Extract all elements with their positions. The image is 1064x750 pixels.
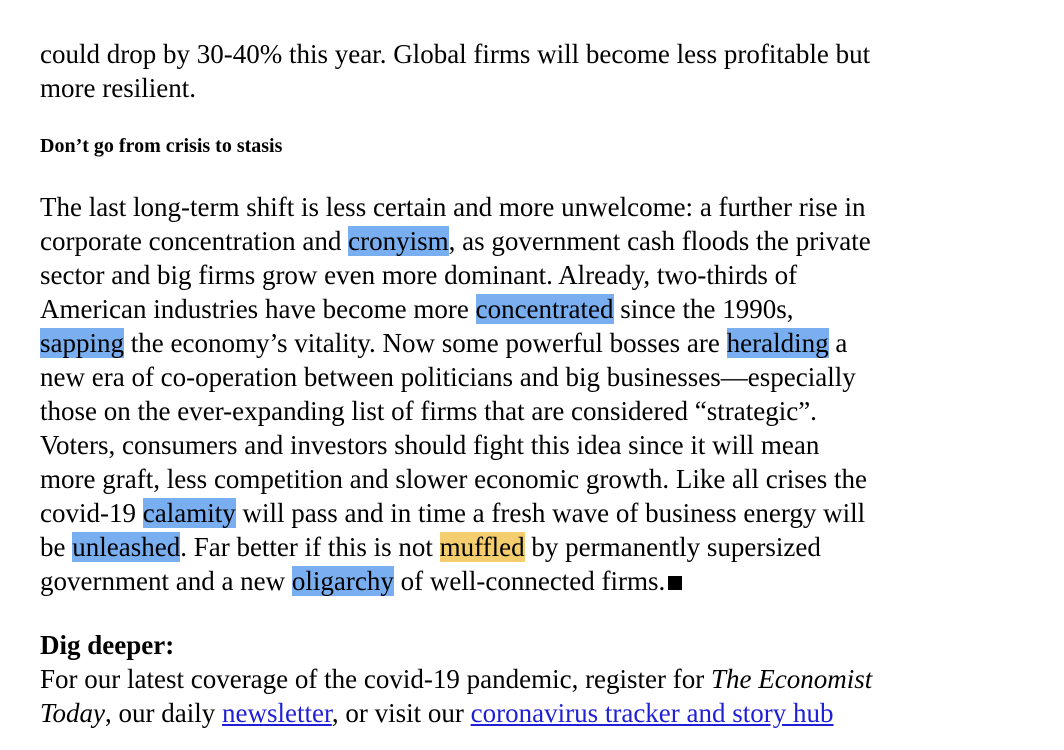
text-segment: , as government cash floods the private [448,226,871,256]
text-segment: sector and big firms grow even more domi… [40,260,798,290]
highlighted-word-unleashed[interactable]: unleashed [72,532,181,562]
text-segment: the economy’s vitality. Now some powerfu… [124,328,727,358]
text-segment: since the 1990s, [613,294,794,324]
text-segment: of well-connected firms. [393,566,666,596]
text-segment: , or visit our [331,698,471,728]
text-line: American industries have become more con… [40,292,871,326]
highlighted-word-muffled[interactable]: muffled [439,532,525,562]
highlighted-word-calamity[interactable]: calamity [142,498,236,528]
text-segment: . Far better if this is not [180,532,440,562]
end-of-article-mark [668,576,683,590]
text-segment: will pass and in time a fresh wave of bu… [235,498,866,528]
text-segment: a [828,328,848,358]
text-line: could drop by 30-40% this year. Global f… [40,39,871,69]
highlighted-word-cronyism[interactable]: cronyism [348,226,449,256]
newsletter-link[interactable]: newsletter [222,698,332,728]
dig-deeper-heading: Dig deeper: [40,630,175,660]
text-segment: be [40,532,73,562]
text-line: covid-19 calamity will pass and in time … [40,496,871,530]
coronavirus-tracker-link[interactable]: coronavirus tracker and story hub [470,698,834,728]
text-line: Today, our daily newsletter, or visit ou… [40,696,872,730]
text-segment: For our latest coverage of the covid-19 … [40,664,712,694]
text-segment: those on the ever-expanding list of firm… [40,396,817,426]
text-segment: more graft, less competition and slower … [40,464,868,494]
dig-deeper-paragraph: For our latest coverage of the covid-19 … [40,662,872,730]
text-line: more graft, less competition and slower … [40,462,871,496]
text-line: Voters, consumers and investors should f… [40,428,871,462]
highlighted-word-heralding[interactable]: heralding [726,328,829,358]
text-line: corporate concentration and cronyism, as… [40,224,871,258]
body-paragraph: The last long-term shift is less certain… [40,190,871,598]
text-segment: government and a new [40,566,292,596]
text-segment: new era of co-operation between politici… [40,362,856,392]
text-segment: covid-19 [40,498,143,528]
text-line: The last long-term shift is less certain… [40,190,871,224]
text-line: more resilient. [40,73,196,103]
text-line: new era of co-operation between politici… [40,360,871,394]
publication-name: Today [40,698,106,728]
text-line: government and a new oligarchy of well-c… [40,564,871,598]
publication-name: The Economist [711,664,873,694]
text-line: sector and big firms grow even more domi… [40,258,871,292]
text-segment: , our daily [105,698,223,728]
text-segment: American industries have become more [40,294,476,324]
text-segment: Voters, consumers and investors should f… [40,430,820,460]
highlighted-word-concentrated[interactable]: concentrated [475,294,614,324]
text-line: For our latest coverage of the covid-19 … [40,662,872,696]
intro-paragraph: could drop by 30-40% this year. Global f… [40,37,870,105]
text-line: be unleashed. Far better if this is not … [40,530,871,564]
text-line: those on the ever-expanding list of firm… [40,394,871,428]
highlighted-word-sapping[interactable]: sapping [40,328,124,358]
text-segment: The last long-term shift is less certain… [40,192,866,222]
text-line: sapping the economy’s vitality. Now some… [40,326,871,360]
text-segment: corporate concentration and [40,226,349,256]
section-subheading: Don’t go from crisis to stasis [40,135,283,157]
text-segment: by permanently supersized [524,532,821,562]
highlighted-word-oligarchy[interactable]: oligarchy [291,566,394,596]
